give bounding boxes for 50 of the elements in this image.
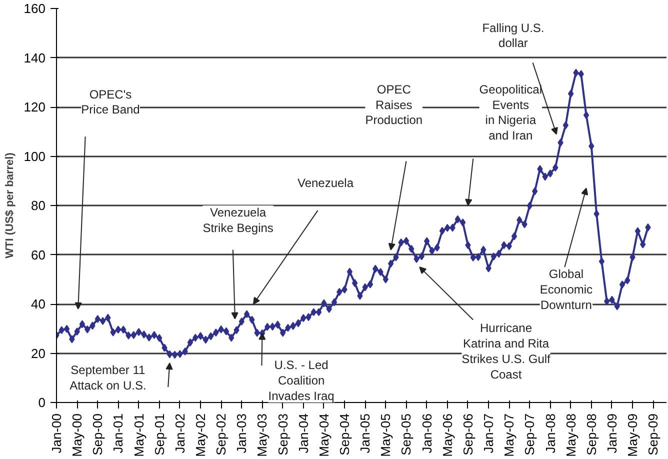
x-tick-label: Sep-06	[460, 414, 476, 456]
y-tick-label: 160	[24, 1, 46, 16]
x-tick-label: Sep-01	[152, 414, 167, 456]
x-tick-label: Sep-03	[275, 414, 290, 456]
annotation: OPEC's Price Band	[81, 87, 140, 117]
x-tick-label: Jan-04	[296, 414, 311, 454]
x-tick-label: May-03	[254, 413, 270, 457]
x-tick-label: Jan-01	[110, 414, 126, 454]
x-tick-label: May-02	[193, 413, 208, 457]
annotation: Global Economic Downturn	[540, 267, 593, 312]
y-tick-label: 20	[31, 346, 46, 361]
x-tick-label: Jan-08	[542, 414, 558, 454]
x-tick-label: May-04	[316, 413, 332, 457]
y-tick-label: 140	[24, 50, 46, 66]
y-axis-title: WTI (US$ per barrel)	[4, 152, 16, 258]
x-tick-label: Jan-05	[358, 414, 373, 454]
x-tick-label: Sep-00	[90, 414, 106, 456]
annotation: September 11 Attack on U.S.	[70, 363, 146, 392]
x-tick-label: Jan-00	[49, 414, 64, 454]
x-tick-label: May-01	[131, 413, 146, 457]
y-tick-label: 0	[38, 395, 46, 410]
x-tick-label: May-05	[378, 413, 394, 457]
x-tick-label: Jan-09	[604, 414, 620, 454]
x-tick-label: Jan-06	[419, 414, 434, 454]
x-tick-label: Sep-07	[522, 414, 538, 456]
y-tick-label: 120	[24, 100, 46, 114]
annotation: Venezuela	[297, 176, 354, 190]
x-tick-label: Sep-02	[214, 414, 229, 456]
x-tick-label: Sep-08	[584, 414, 599, 456]
y-tick-label: 80	[31, 198, 46, 213]
x-tick-label: May-00	[70, 413, 85, 457]
x-tick-label: May-06	[440, 413, 455, 457]
x-tick-label: Sep-05	[398, 414, 414, 456]
x-tick-label: May-09	[625, 413, 640, 457]
x-tick-label: Sep-09	[646, 414, 661, 456]
x-tick-label: Sep-04	[337, 414, 352, 456]
annotation: OPEC Raises Production	[365, 82, 423, 128]
y-tick-label: 60	[31, 247, 46, 262]
annotation: Geopolitical Events in Nigeria and Iran	[479, 82, 542, 143]
x-tick-label: May-07	[502, 413, 517, 457]
y-tick-label: 40	[31, 296, 46, 312]
annotation: Falling U.S. dollar	[482, 20, 544, 50]
annotation: Venezuela Strike Begins	[202, 206, 274, 235]
x-tick-label: Jan-02	[172, 414, 188, 454]
x-tick-label: Jan-07	[481, 414, 496, 454]
y-tick-label: 100	[24, 148, 46, 164]
x-tick-label: May-08	[563, 413, 578, 457]
x-tick-label: Jan-03	[234, 414, 250, 454]
annotation: U.S. - Led Coalition Invades Iraq	[268, 358, 334, 403]
annotation: Hurricane Katrina and Rita Strikes U.S. Gulf Coast	[462, 321, 552, 382]
